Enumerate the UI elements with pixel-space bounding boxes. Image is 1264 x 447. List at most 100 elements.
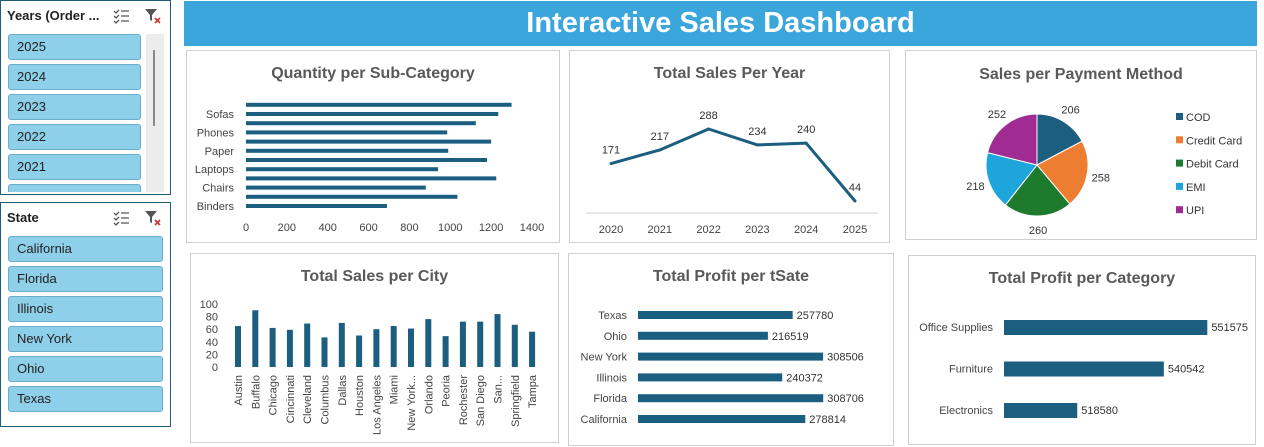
- bar: [1004, 320, 1208, 335]
- slicer-item-california[interactable]: California: [8, 236, 163, 262]
- bar: [442, 336, 449, 367]
- bar: [286, 329, 293, 367]
- y-tick-label: 80: [206, 312, 218, 324]
- data-point: [707, 127, 711, 131]
- data-label: 171: [602, 145, 620, 157]
- panel-total-sales-per-city: Total Sales per City 0 20 40 60 80 100 Austin B…: [190, 253, 559, 443]
- x-tick-label: 1000: [438, 222, 462, 234]
- y-tick-label: Paper: [205, 146, 235, 158]
- bar: [246, 158, 488, 162]
- panel-total-sales-per-year: Total Sales Per Year 171 2020 217 2021 288 20…: [569, 50, 890, 243]
- slicer-item-2022[interactable]: 2022: [8, 124, 141, 150]
- bar: [390, 326, 397, 367]
- data-point: [755, 143, 759, 147]
- slicer-item-2021[interactable]: 2021: [8, 154, 141, 180]
- bar: [321, 337, 328, 367]
- bar: [246, 148, 449, 153]
- slicer-item-new-york[interactable]: New York: [8, 326, 163, 352]
- bar: [246, 185, 426, 190]
- data-label: 308706: [827, 393, 864, 405]
- bar: [638, 331, 768, 340]
- legend-swatch: [1176, 206, 1183, 214]
- years-slicer-title: Years (Order ...: [7, 8, 100, 23]
- chart-title: Total Sales Per Year: [653, 65, 806, 82]
- slicer-item-texas[interactable]: Texas: [8, 386, 163, 412]
- x-tick-label: Chicago: [268, 375, 280, 415]
- slicer-item-florida[interactable]: Florida: [8, 266, 163, 292]
- clear-filter-icon[interactable]: [144, 209, 162, 227]
- multi-select-icon[interactable]: [112, 7, 130, 25]
- x-tick-label: Los Angeles: [371, 375, 383, 435]
- y-tick-label: California: [581, 414, 628, 426]
- data-label: 234: [748, 126, 766, 138]
- legend-swatch: [1176, 182, 1183, 190]
- chart-title: Total Profit per Category: [988, 270, 1176, 287]
- data-label: 216519: [772, 331, 809, 343]
- x-tick-label: 2022: [696, 224, 720, 236]
- bar: [529, 331, 536, 367]
- legend-swatch: [1176, 159, 1183, 167]
- bar: [459, 321, 466, 367]
- x-tick-label: 1200: [479, 222, 503, 234]
- x-tick-label: Columbus: [320, 375, 332, 425]
- data-label: 288: [699, 110, 717, 122]
- y-tick-label: Sofas: [206, 109, 235, 121]
- bar: [246, 130, 448, 135]
- data-label: 217: [651, 131, 669, 143]
- bar: [246, 176, 497, 181]
- profit-per-state-chart: Texas 257780 Ohio 216519 New York 308506 Illin…: [581, 310, 864, 426]
- payment-method-chart: 206 258 260 218 252 COD Credit Card Debit Card E…: [966, 104, 1242, 237]
- chart-title: Quantity per Sub-Category: [271, 65, 475, 82]
- panel-total-profit-per-state: Total Profit per tSate Texas 257780 Ohio 21…: [568, 253, 894, 446]
- panel-sales-per-payment-method: Sales per Payment Method 206 258 260 218 252…: [905, 50, 1257, 240]
- x-tick-label: Miami: [389, 375, 401, 404]
- data-label: 218: [966, 181, 984, 193]
- data-label: 257780: [797, 310, 834, 322]
- scrollbar-thumb[interactable]: [153, 50, 155, 126]
- bar: [511, 324, 518, 367]
- bar: [235, 326, 241, 367]
- slicer-item-2023[interactable]: 2023: [8, 94, 141, 120]
- data-label: 540542: [1168, 364, 1205, 376]
- y-tick-label: 60: [206, 324, 218, 336]
- slicer-item-2025[interactable]: 2025: [8, 34, 141, 60]
- legend-label: COD: [1186, 112, 1211, 124]
- x-tick-label: Dallas: [337, 375, 349, 406]
- y-tick-label: Binders: [197, 201, 235, 213]
- x-tick-label: 600: [359, 222, 377, 234]
- state-slicer-title: State: [7, 210, 39, 225]
- bar: [638, 415, 806, 423]
- series-line: [610, 127, 857, 202]
- y-tick-label: Phones: [197, 127, 235, 139]
- bar: [246, 102, 512, 107]
- slicer-item-ohio[interactable]: Ohio: [8, 356, 163, 382]
- chart-title: Total Profit per tSate: [652, 268, 810, 285]
- pie-slice: [1004, 164, 1071, 217]
- pie-slice: [1036, 113, 1083, 166]
- legend-swatch: [1176, 136, 1183, 144]
- years-slicer-header: Years (Order ...: [1, 1, 170, 31]
- state-slicer: State California Florida Illinois New Yo…: [0, 202, 171, 427]
- data-label: 44: [849, 182, 861, 194]
- profit-per-category-chart: Office Supplies 551575 Furniture 540542 Elec…: [919, 320, 1248, 418]
- y-tick-label: Texas: [598, 310, 627, 322]
- x-tick-label: 800: [400, 222, 418, 234]
- slicer-item-illinois[interactable]: Illinois: [8, 296, 163, 322]
- legend-label: EMI: [1186, 182, 1206, 194]
- bar: [1004, 403, 1078, 418]
- x-tick-label: Cincinnati: [285, 375, 297, 423]
- slicer-item-2024[interactable]: 2024: [8, 64, 141, 90]
- x-tick-label: 400: [319, 222, 337, 234]
- clear-filter-icon[interactable]: [144, 7, 162, 25]
- legend-label: UPI: [1186, 205, 1204, 217]
- bar: [246, 167, 439, 172]
- bar: [408, 328, 414, 367]
- multi-select-icon[interactable]: [112, 209, 130, 227]
- x-tick-label: 2020: [599, 224, 623, 236]
- years-slicer-scrollbar[interactable]: [146, 34, 164, 192]
- legend-swatch: [1176, 113, 1183, 120]
- x-tick-label: Tampa: [527, 374, 539, 408]
- x-tick-label: 0: [243, 222, 249, 234]
- x-tick-label: 2024: [794, 224, 818, 236]
- bar: [425, 319, 432, 367]
